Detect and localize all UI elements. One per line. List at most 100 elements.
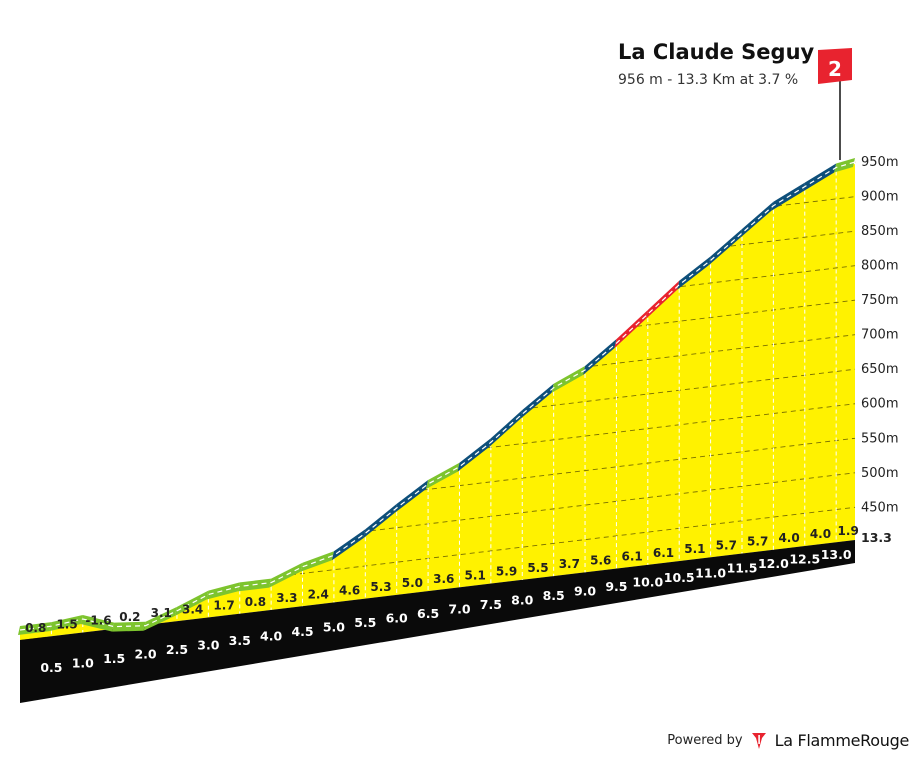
- flame-logo-icon: [751, 732, 766, 749]
- y-tick-label: 700m: [861, 328, 898, 343]
- x-tick-label: 11.0: [695, 565, 726, 580]
- category-marker: 2: [828, 57, 842, 81]
- x-tick-label: 7.5: [480, 597, 502, 612]
- x-tick-label: 3.0: [197, 637, 219, 652]
- x-tick-label: 12.5: [789, 552, 820, 567]
- gradient-label: 5.1: [465, 568, 486, 582]
- y-tick-label: 550m: [861, 431, 898, 446]
- gradient-segment: [457, 438, 491, 472]
- brand-name: La FlammeRouge: [774, 731, 910, 750]
- x-tick-label: 4.0: [260, 628, 282, 643]
- x-tick-label: 1.5: [103, 651, 125, 666]
- gradient-label: 5.1: [684, 542, 705, 556]
- x-tick-label: 1.0: [72, 655, 94, 670]
- y-tick-label: 500m: [861, 466, 898, 481]
- x-tick-label: 6.0: [386, 610, 408, 625]
- gradient-segment: [331, 529, 366, 561]
- gradient-label: -1.6: [85, 614, 111, 628]
- gradient-segment: [18, 622, 52, 635]
- gradient-label: 3.1: [151, 606, 172, 620]
- profile-layers: 450m 500m 550m 600m 650m 700m 750m 800m 850m 900m…: [18, 48, 898, 703]
- gradient-label: 3.7: [559, 557, 580, 571]
- x-tick-label: 12.0: [758, 556, 789, 571]
- altitude-gridline: [486, 403, 856, 449]
- y-tick-label: 650m: [861, 362, 898, 377]
- gradient-segment: [269, 562, 303, 588]
- gradient-segment: [426, 462, 460, 489]
- x-tick-label: 2.0: [134, 646, 156, 661]
- gradient-label: 1.7: [213, 599, 234, 613]
- altitude-gridline: [776, 196, 856, 207]
- gradient-segment: [583, 339, 617, 375]
- altitude-gridline: [680, 265, 856, 287]
- gradient-segment: [80, 614, 115, 632]
- gradient-segment: [677, 256, 711, 290]
- profile-area: [20, 164, 855, 640]
- summit-flag: [818, 48, 852, 84]
- gradient-label: 6.1: [653, 546, 674, 560]
- y-tick-label: 800m: [861, 259, 898, 274]
- gradient-segment: [174, 590, 209, 616]
- gradient-label: 4.6: [339, 584, 360, 598]
- altitude-gridline: [422, 437, 856, 491]
- x-tick-label: 2.5: [166, 642, 188, 657]
- x-tick-label: 9.0: [574, 583, 596, 598]
- gradient-label: 0.8: [25, 621, 46, 635]
- branding: Powered by La FlammeRouge: [667, 731, 909, 750]
- y-tick-label: 600m: [861, 397, 898, 412]
- x-tick-label: 8.5: [543, 588, 565, 603]
- road-centre-line: [19, 161, 856, 631]
- x-tick-label: 10.0: [632, 574, 663, 589]
- gradient-label: 5.5: [527, 561, 548, 575]
- powered-by-label: Powered by: [667, 733, 743, 748]
- x-tick-label: 4.5: [291, 624, 313, 639]
- gradient-label: 2.4: [308, 587, 329, 601]
- gradient-label: 4.0: [810, 527, 831, 541]
- gradient-label: 1.5: [56, 617, 77, 631]
- gradient-label: 3.6: [433, 572, 454, 586]
- x-tick-label: 3.5: [229, 633, 251, 648]
- altitude-gridline: [592, 334, 856, 367]
- x-tick-label: 9.5: [605, 579, 627, 594]
- y-tick-label: 450m: [861, 500, 898, 515]
- y-tick-label: 750m: [861, 293, 898, 308]
- gradient-label: 5.6: [590, 553, 611, 567]
- x-tick-label: 13.3: [861, 530, 892, 545]
- y-tick-label: 950m: [861, 155, 898, 170]
- gradient-label: 1.9: [838, 524, 859, 538]
- x-tick-label: 11.5: [727, 561, 758, 576]
- x-tick-label: 0.5: [40, 660, 62, 675]
- gradient-label: 3.4: [182, 602, 203, 616]
- gradient-segment: [300, 551, 334, 572]
- gradient-label: 5.3: [370, 580, 391, 594]
- chart-title: La Claude Seguy: [618, 40, 815, 64]
- x-tick-label: 7.0: [448, 601, 470, 616]
- x-tick-label: 13.0: [821, 547, 852, 562]
- y-tick-label: 850m: [861, 224, 898, 239]
- gradient-label: 5.0: [402, 576, 423, 590]
- y-tick-label: 900m: [861, 190, 898, 205]
- x-tick-label: 5.0: [323, 619, 345, 634]
- gradient-label: 5.9: [496, 565, 517, 579]
- gradient-label: 0.2: [119, 610, 140, 624]
- gradient-label: 0.8: [245, 595, 266, 609]
- gradient-label: 5.7: [747, 535, 768, 549]
- altitude-gridline: [730, 230, 856, 247]
- altitude-gridline: [636, 299, 856, 327]
- x-tick-label: 8.0: [511, 592, 533, 607]
- altitude-gridline: [290, 506, 856, 576]
- gradient-segment: [739, 201, 774, 239]
- altitude-gridline: [370, 472, 856, 532]
- profile-base-band: [20, 540, 855, 703]
- altitude-gridline: [532, 368, 856, 409]
- chart-subtitle: 956 m - 13.3 Km at 3.7 %: [618, 72, 799, 88]
- gradient-label: 6.1: [621, 550, 642, 564]
- gradient-label: 5.7: [716, 538, 737, 552]
- x-tick-label: 6.5: [417, 606, 439, 621]
- gradient-segment: [143, 606, 177, 631]
- gradient-label: 4.0: [778, 531, 799, 545]
- gradient-segment: [206, 582, 240, 600]
- x-tick-label: 5.5: [354, 615, 376, 630]
